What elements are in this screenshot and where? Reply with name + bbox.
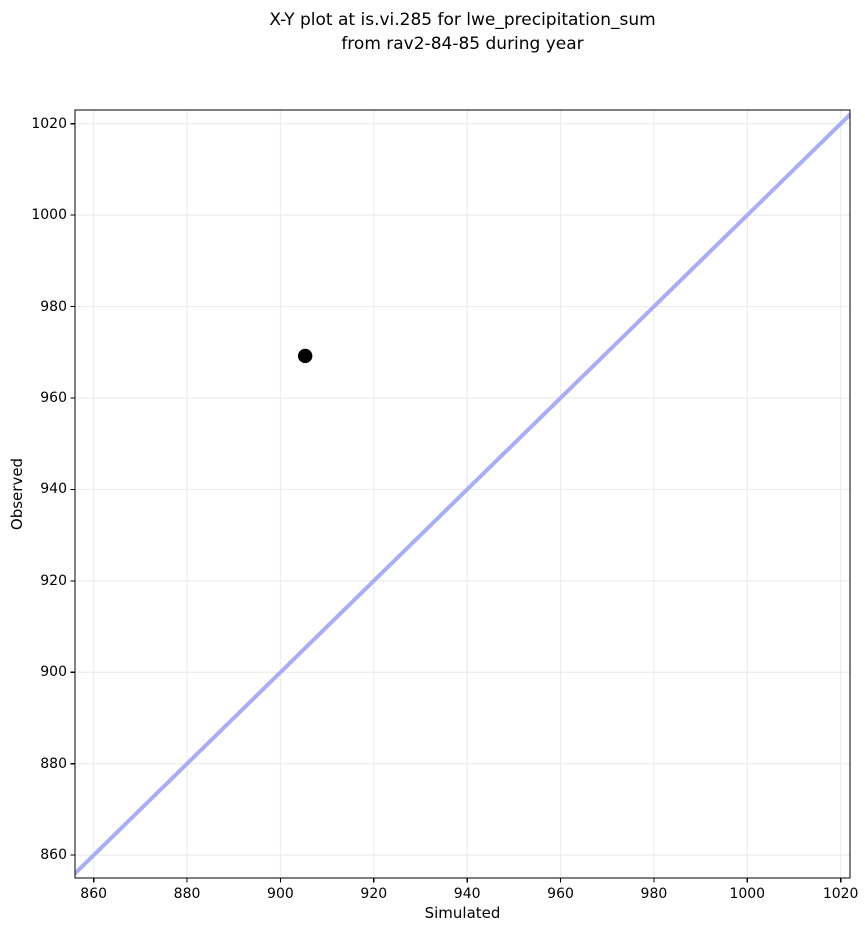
y-tick-label-940: 940 — [40, 481, 67, 498]
identity-line — [75, 111, 850, 877]
x-tick-label-900: 900 — [267, 886, 294, 902]
data-point — [297, 348, 313, 364]
y-axis-label: Observed — [8, 457, 26, 531]
chart-title: X-Y plot at is.vi.285 for lwe_precipitat… — [75, 8, 850, 56]
x-tick-label-880: 880 — [173, 886, 201, 902]
x-tick-label-860: 860 — [80, 886, 108, 902]
chart-title-line2: from rav2-84-85 during year — [341, 34, 584, 54]
x-tick-label-980: 980 — [640, 886, 668, 902]
y-tick-label-920: 920 — [40, 572, 67, 589]
x-tick-label-920: 920 — [360, 886, 388, 902]
y-tick-label-860: 860 — [40, 847, 67, 864]
x-tick-label-940: 940 — [453, 886, 481, 902]
y-tick-label-900: 900 — [40, 664, 67, 681]
y-tick-label-960: 960 — [40, 390, 67, 406]
x-tick-label-1020: 1020 — [822, 886, 859, 902]
axes-spines — [74, 109, 851, 879]
x-tick-label-1000: 1000 — [729, 886, 766, 902]
x-axis-label: Simulated — [424, 904, 501, 922]
x-tick-label-960: 960 — [547, 886, 574, 902]
y-tick-label-1000: 1000 — [31, 207, 67, 224]
y-tick-label-980: 980 — [40, 298, 67, 315]
y-tick-label-1020: 1020 — [31, 115, 67, 132]
y-tick-label-880: 880 — [40, 755, 67, 772]
chart-title-line1: X-Y plot at is.vi.285 for lwe_precipitat… — [269, 10, 656, 30]
